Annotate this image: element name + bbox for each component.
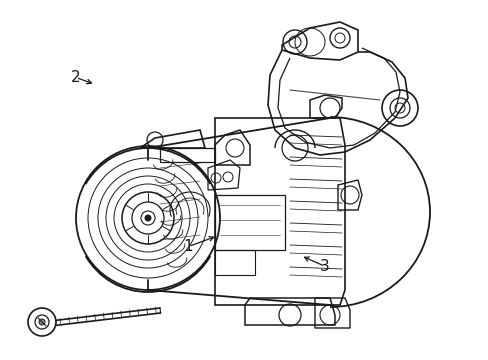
Circle shape <box>39 319 45 325</box>
Text: 3: 3 <box>320 259 329 274</box>
Circle shape <box>145 215 151 221</box>
Text: 1: 1 <box>183 239 193 254</box>
Text: 2: 2 <box>71 70 81 85</box>
